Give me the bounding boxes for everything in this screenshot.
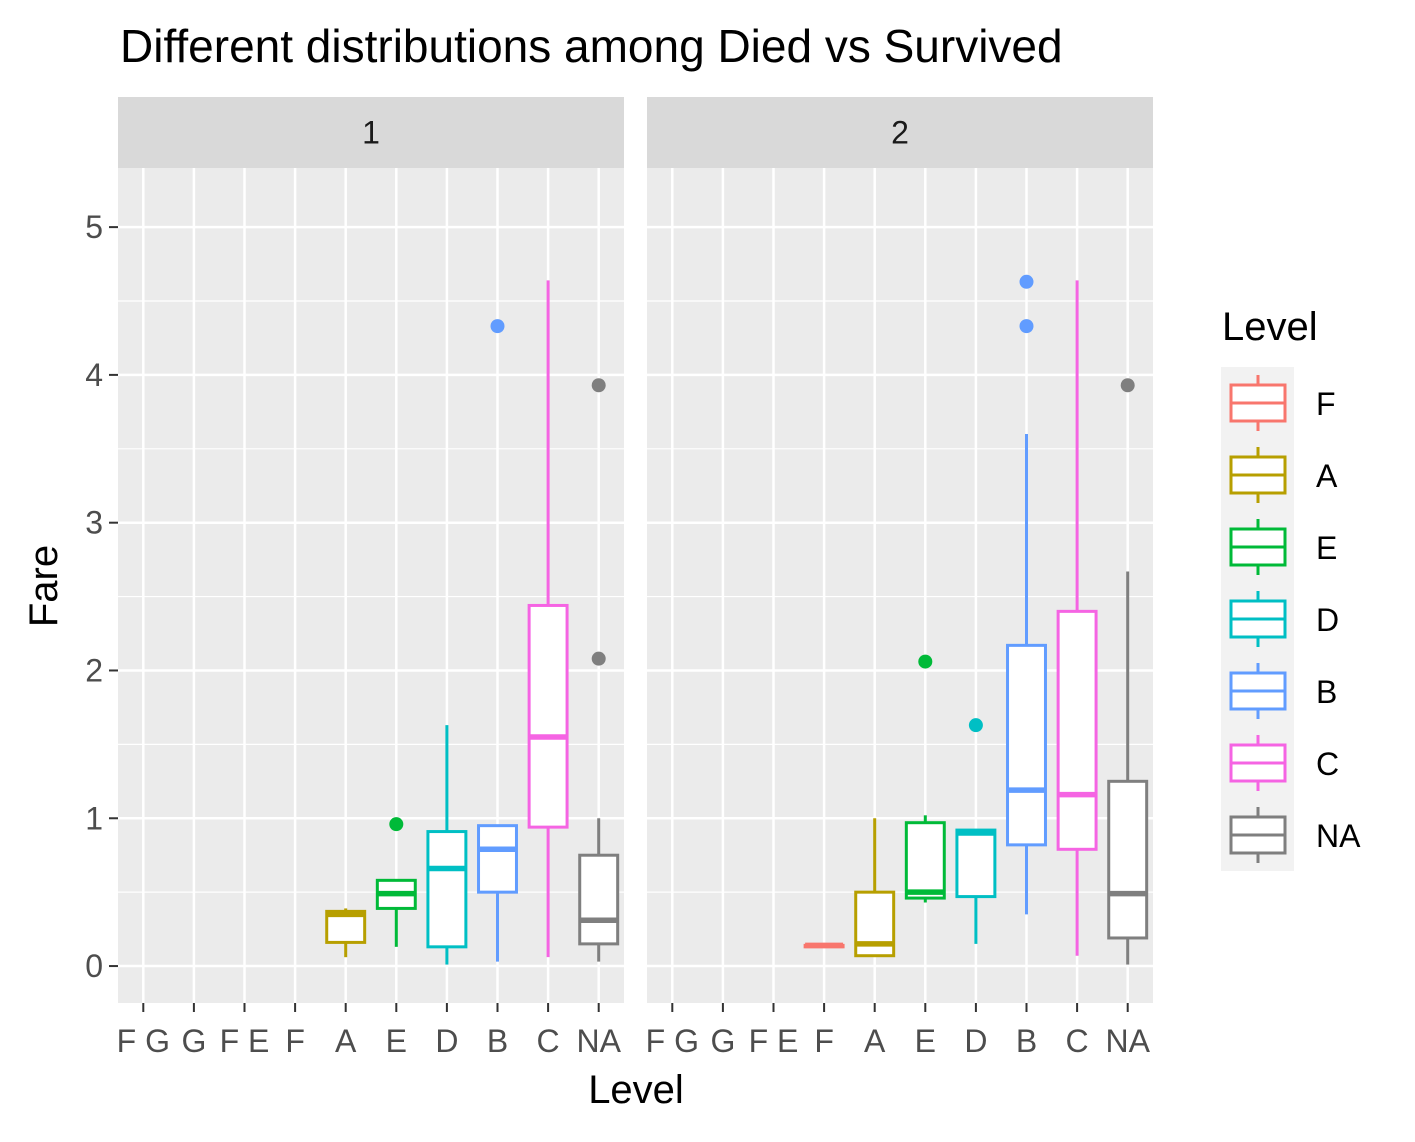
box-iqr <box>426 830 468 949</box>
box-iqr <box>1107 779 1149 940</box>
legend-item-f: F <box>1229 375 1336 431</box>
x-tick-label: A <box>335 1023 357 1059</box>
box-iqr <box>1006 643 1047 847</box>
legend-label: A <box>1316 458 1338 494</box>
y-axis-title: Fare <box>22 545 66 627</box>
x-axis-title: Level <box>588 1068 684 1112</box>
box-c <box>527 280 569 958</box>
outlier-point <box>968 718 983 733</box>
outlier-point <box>1120 378 1135 393</box>
legend-label: NA <box>1316 818 1361 854</box>
legend-label: D <box>1316 602 1339 638</box>
legend-label: F <box>1316 386 1336 422</box>
outlier-point <box>1019 319 1034 334</box>
x-tick-label: D <box>435 1023 458 1059</box>
box-iqr <box>477 824 518 894</box>
box-na <box>1107 378 1149 965</box>
legend-item-c: C <box>1229 735 1339 791</box>
outlier-point <box>490 319 505 334</box>
x-tick-label: E <box>386 1023 407 1059</box>
legend-label: B <box>1316 674 1337 710</box>
outlier-point <box>591 378 606 393</box>
y-tick-label: 4 <box>85 357 103 393</box>
outlier-point <box>591 651 606 666</box>
legend-label: C <box>1316 746 1339 782</box>
y-tick-label: 0 <box>85 948 103 984</box>
box-b <box>477 319 518 962</box>
legend-item-d: D <box>1229 591 1339 647</box>
legend-item-na: NA <box>1229 807 1361 863</box>
facet-panel-2: 2 F G G F E F A E D B C NA <box>646 97 1153 1059</box>
facet-strip <box>118 97 624 168</box>
outlier-point <box>1019 274 1034 289</box>
x-tick-label: B <box>1016 1023 1037 1059</box>
legend-label: E <box>1316 530 1337 566</box>
x-tick-label: F E <box>220 1023 270 1059</box>
x-tick-label: D <box>964 1023 987 1059</box>
box-e <box>904 654 946 903</box>
chart-title: Different distributions among Died vs Su… <box>120 20 1063 72</box>
y-tick-label: 2 <box>85 652 103 688</box>
legend-item-e: E <box>1229 519 1337 575</box>
box-iqr <box>955 828 997 899</box>
x-tick-label: F <box>285 1023 305 1059</box>
box-iqr <box>904 821 946 900</box>
box-iqr <box>578 853 620 946</box>
x-tick-label: NA <box>576 1023 621 1059</box>
box-a <box>854 818 896 958</box>
box-d <box>426 725 468 965</box>
outlier-point <box>918 654 933 669</box>
panel-background <box>647 168 1153 1003</box>
box-iqr <box>1056 609 1098 851</box>
x-tick-label: F G <box>646 1023 699 1059</box>
box-e <box>375 817 417 947</box>
facet-strip-label: 2 <box>891 115 909 151</box>
outlier-point <box>389 817 404 832</box>
box-a <box>325 908 367 958</box>
legend-item-a: A <box>1229 447 1338 503</box>
y-axis: 0 1 2 3 4 5 <box>85 209 118 984</box>
facet-strip <box>647 97 1153 168</box>
box-c <box>1056 280 1098 956</box>
x-tick-label: F E <box>749 1023 799 1059</box>
x-tick-label: G <box>181 1023 206 1059</box>
x-tick-label: C <box>1066 1023 1089 1059</box>
x-tick-label: A <box>864 1023 886 1059</box>
x-tick-label: NA <box>1105 1023 1150 1059</box>
panel-background <box>118 168 624 1003</box>
x-tick-label: B <box>487 1023 508 1059</box>
box-iqr <box>527 603 569 829</box>
x-tick-label: C <box>537 1023 560 1059</box>
legend-title: Level <box>1222 305 1318 349</box>
y-tick-label: 3 <box>85 505 103 541</box>
box-b <box>1006 274 1047 915</box>
box-d <box>955 718 997 944</box>
box-f <box>803 942 845 949</box>
box-na <box>578 378 620 962</box>
y-tick-label: 5 <box>85 209 103 245</box>
x-tick-label: G <box>710 1023 735 1059</box>
facet-panel-1: 1 F G G F E F A E D B C NA <box>117 97 624 1059</box>
x-tick-label: F G <box>117 1023 170 1059</box>
y-tick-label: 1 <box>85 800 103 836</box>
x-tick-label: E <box>915 1023 936 1059</box>
facet-strip-label: 1 <box>362 115 380 151</box>
legend-item-b: B <box>1229 663 1337 719</box>
x-tick-label: F <box>814 1023 834 1059</box>
